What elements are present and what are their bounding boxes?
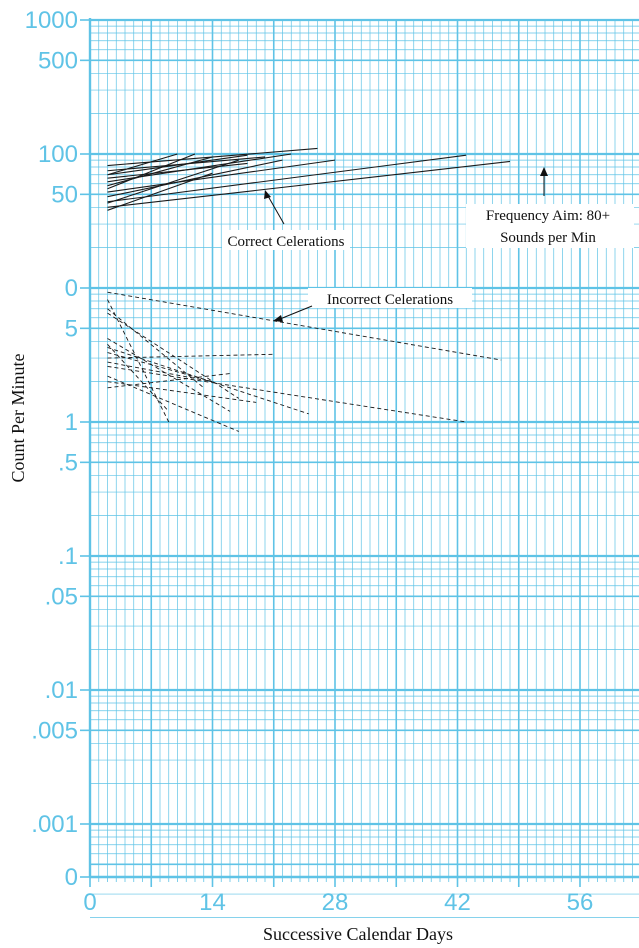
correct-celeration-line xyxy=(107,153,178,176)
y-tick-label: .05 xyxy=(45,583,78,610)
incorrect-celeration-line xyxy=(107,291,502,361)
x-tick-label: 42 xyxy=(444,889,471,916)
correct-celeration-line xyxy=(107,162,248,179)
celeration-lines xyxy=(107,147,511,432)
annotation-aim-arrowhead xyxy=(540,167,548,176)
y-tick-label: 1 xyxy=(65,409,78,436)
y-tick-label: 5 xyxy=(65,315,78,342)
annotation-correct-text: Correct Celerations xyxy=(227,234,344,250)
x-axis-title: Successive Calendar Days xyxy=(263,924,453,944)
incorrect-celeration-line xyxy=(107,344,170,412)
correct-celeration-line xyxy=(107,154,248,176)
correct-celeration-line xyxy=(107,172,213,211)
y-tick-label: .5 xyxy=(58,449,78,476)
annotation-incorrect-celerations: Incorrect Celerations xyxy=(273,288,472,322)
annotation-correct-arrowhead xyxy=(264,190,271,199)
annotation-aim-line1: Frequency Aim: 80+ xyxy=(486,208,610,224)
correct-celeration-line xyxy=(107,156,213,187)
correct-celeration-line xyxy=(107,159,283,198)
incorrect-celeration-line xyxy=(107,375,239,432)
y-tick-label: .001 xyxy=(31,811,78,838)
annotation-correct-arrow xyxy=(267,195,285,225)
y-tick-label: .1 xyxy=(58,543,78,570)
y-tick-label: 1000 xyxy=(25,7,78,34)
correct-celeration-line xyxy=(107,159,239,204)
x-tick-label: 28 xyxy=(322,889,349,916)
correct-celeration-line xyxy=(107,160,511,208)
x-tick-labels: 0 14 28 42 56 xyxy=(83,889,593,916)
x-tick-label: 14 xyxy=(199,889,226,916)
x-tick-label: 0 xyxy=(83,889,96,916)
y-tick-label: 50 xyxy=(51,181,78,208)
annotation-incorrect-arrowhead xyxy=(273,315,283,322)
annotation-aim-line2: Sounds per Min xyxy=(500,230,596,246)
incorrect-celeration-line xyxy=(107,347,309,415)
annotation-correct-celerations: Correct Celerations xyxy=(222,190,350,250)
incorrect-celeration-line xyxy=(107,361,213,383)
y-axis-title: Count Per Minute xyxy=(8,353,28,482)
incorrect-celeration-line xyxy=(107,308,205,389)
chart-grid xyxy=(80,18,639,919)
x-tick-label: 56 xyxy=(567,889,594,916)
incorrect-celeration-line xyxy=(107,365,467,423)
y-tick-label: 0 xyxy=(65,864,78,891)
incorrect-celeration-line xyxy=(107,338,231,412)
annotation-incorrect-arrow xyxy=(279,305,313,320)
incorrect-celeration-line xyxy=(107,299,170,423)
annotation-incorrect-text: Incorrect Celerations xyxy=(327,292,453,308)
incorrect-celeration-line xyxy=(107,312,239,399)
y-tick-label: 100 xyxy=(38,141,78,168)
y-tick-label: .005 xyxy=(31,717,78,744)
incorrect-celeration-line xyxy=(107,353,274,359)
y-tick-label: 500 xyxy=(38,47,78,74)
y-tick-label: .01 xyxy=(45,677,78,704)
correct-celeration-line xyxy=(107,159,336,193)
y-tick-label: 0 xyxy=(65,275,78,302)
annotation-frequency-aim: Frequency Aim: 80+ Sounds per Min xyxy=(466,167,634,248)
correct-celeration-line xyxy=(107,154,467,203)
